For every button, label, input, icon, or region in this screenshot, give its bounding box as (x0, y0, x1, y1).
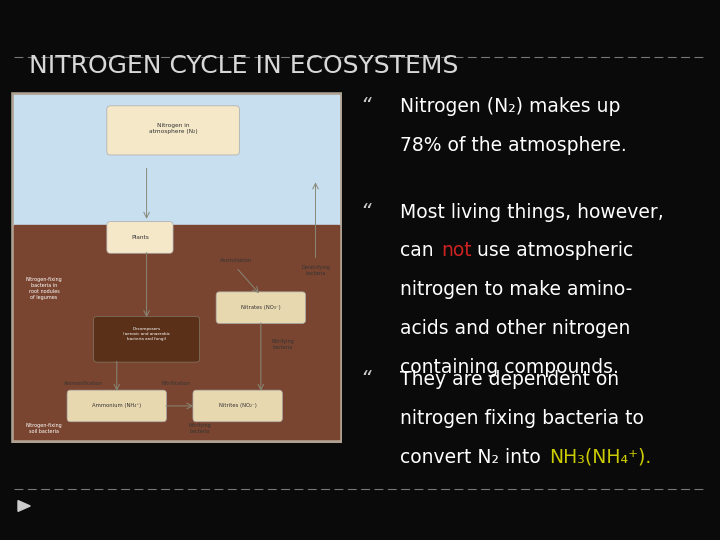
FancyBboxPatch shape (193, 390, 282, 422)
FancyBboxPatch shape (67, 390, 166, 422)
Text: Nitrates (NO₃⁻): Nitrates (NO₃⁻) (241, 305, 281, 310)
Text: nitrogen fixing bacteria to: nitrogen fixing bacteria to (400, 409, 644, 428)
FancyBboxPatch shape (11, 92, 342, 443)
Text: Decomposers
(aeroxic and anaerobic
bacteria and fungi): Decomposers (aeroxic and anaerobic bacte… (123, 327, 170, 341)
Text: Nitrogen in
atmosphere (N₂): Nitrogen in atmosphere (N₂) (149, 123, 197, 134)
Text: Ammonium (NH₄⁺): Ammonium (NH₄⁺) (92, 403, 141, 408)
Text: nitrogen to make amino-: nitrogen to make amino- (400, 280, 632, 299)
Text: Nitrifying
bacteria: Nitrifying bacteria (188, 423, 211, 434)
Text: Denitrifying
bacteria: Denitrifying bacteria (301, 265, 330, 276)
Text: Most living things, however,: Most living things, however, (400, 202, 663, 221)
FancyBboxPatch shape (216, 292, 305, 323)
Text: Nitrogen-fixing
bacteria in
root nodules
of legumes: Nitrogen-fixing bacteria in root nodules… (25, 277, 63, 300)
Text: NITROGEN CYCLE IN ECOSYSTEMS: NITROGEN CYCLE IN ECOSYSTEMS (29, 55, 458, 78)
Text: Nitrifying
bacteria: Nitrifying bacteria (271, 339, 294, 350)
Text: Assimilation: Assimilation (220, 258, 252, 263)
Text: Ammonification: Ammonification (64, 381, 103, 386)
Text: 78% of the atmosphere.: 78% of the atmosphere. (400, 136, 626, 155)
Text: Plants: Plants (131, 235, 149, 240)
Text: use atmospheric: use atmospheric (471, 241, 633, 260)
Text: not: not (441, 241, 472, 260)
Text: Nitrogen (N₂) makes up: Nitrogen (N₂) makes up (400, 97, 620, 116)
Text: “: “ (360, 97, 371, 117)
Text: containing compounds.: containing compounds. (400, 358, 618, 377)
Text: NH₃(NH₄⁺).: NH₃(NH₄⁺). (549, 448, 652, 467)
Text: Nitrites (NO₂⁻): Nitrites (NO₂⁻) (219, 403, 256, 408)
Text: convert N₂ into: convert N₂ into (400, 448, 546, 467)
Text: Nitrification: Nitrification (162, 381, 191, 386)
FancyBboxPatch shape (107, 106, 239, 155)
Polygon shape (18, 501, 30, 511)
Text: can: can (400, 241, 439, 260)
Text: Nitrogen-fixing
soil bacteria: Nitrogen-fixing soil bacteria (25, 423, 63, 434)
Bar (14, 95, 338, 225)
Text: They are dependent on: They are dependent on (400, 370, 618, 389)
Text: “: “ (360, 202, 371, 222)
FancyBboxPatch shape (107, 221, 173, 253)
Bar (14, 225, 338, 440)
Text: acids and other nitrogen: acids and other nitrogen (400, 319, 630, 338)
Text: “: “ (360, 370, 371, 390)
FancyBboxPatch shape (94, 316, 199, 362)
